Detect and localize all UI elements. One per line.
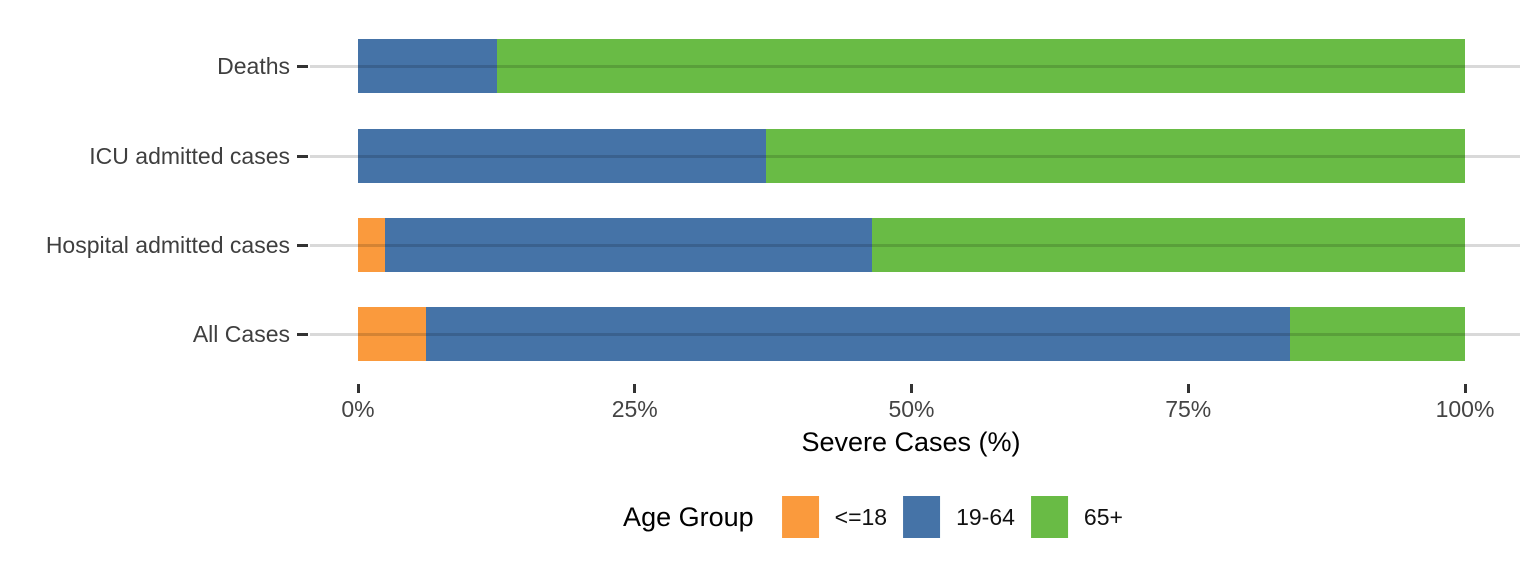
- bar-row: [358, 307, 1465, 361]
- y-axis-label: All Cases: [192, 321, 290, 347]
- y-axis-tick: [297, 64, 308, 68]
- category-gridline: [310, 64, 1520, 68]
- bar-segment-65: [871, 218, 1465, 272]
- legend-swatch-1964: [903, 496, 941, 538]
- bar-row: [358, 218, 1465, 272]
- bar-segment-65: [1290, 307, 1465, 361]
- bar-segment-18: [358, 307, 426, 361]
- category-gridline: [310, 154, 1520, 158]
- legend-swatch-65: [1030, 496, 1068, 538]
- y-axis-label: ICU admitted cases: [89, 143, 290, 169]
- legend: Age Group <=18 19-64 65+: [623, 496, 1123, 538]
- y-axis-label: Deaths: [217, 53, 290, 79]
- x-axis-tick-label: 50%: [888, 396, 935, 422]
- bar-row: [358, 39, 1465, 93]
- x-axis-tick: [1463, 384, 1467, 393]
- bar-row: [358, 129, 1465, 183]
- y-axis-tick: [297, 332, 308, 336]
- legend-item-label: 19-64: [956, 503, 1015, 530]
- y-axis-tick: [297, 154, 308, 158]
- x-axis-tick-label: 25%: [611, 396, 658, 422]
- x-axis-tick-label: 0%: [341, 396, 375, 422]
- x-axis-tick-label: 75%: [1165, 396, 1212, 422]
- legend-item-label: 65+: [1083, 503, 1123, 530]
- bar-segment-18: [358, 218, 385, 272]
- category-gridline: [310, 243, 1520, 247]
- x-axis-title: Severe Cases (%): [801, 427, 1021, 457]
- bar-segment-65: [497, 39, 1465, 93]
- x-axis-tick: [1186, 384, 1190, 393]
- category-gridline: [310, 332, 1520, 336]
- x-axis-tick-label: 100%: [1435, 396, 1495, 422]
- bar-segment-1964: [425, 307, 1291, 361]
- bar-segment-65: [766, 129, 1465, 183]
- x-axis-tick: [633, 384, 637, 393]
- legend-title: Age Group: [623, 501, 754, 532]
- x-axis-tick: [356, 384, 360, 393]
- legend-swatch-18: [781, 496, 819, 538]
- y-axis-tick: [297, 243, 308, 247]
- bar-segment-1964: [384, 218, 872, 272]
- legend-item-label: <=18: [834, 503, 888, 530]
- y-axis-label: Hospital admitted cases: [45, 232, 290, 258]
- bar-segment-1964: [358, 39, 498, 93]
- bar-segment-1964: [358, 129, 767, 183]
- x-axis-tick: [910, 384, 913, 393]
